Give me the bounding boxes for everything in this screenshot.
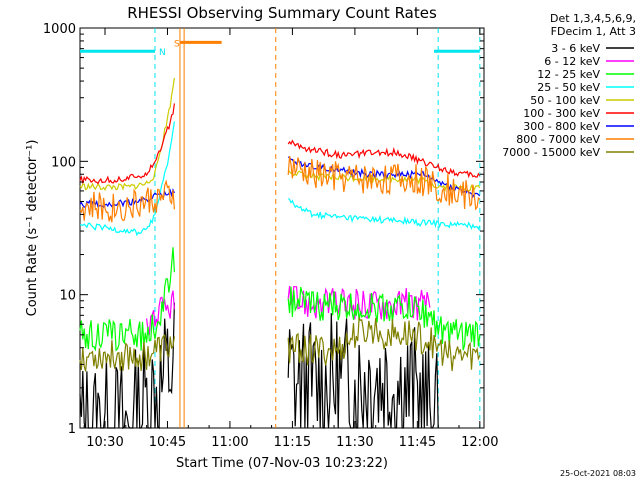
x-tick-label: 11:00 <box>211 435 248 450</box>
y-tick-label: 1 <box>68 422 76 437</box>
bands-layer: NS <box>80 39 480 58</box>
series-line <box>287 313 439 430</box>
series-line <box>79 247 175 352</box>
series-line <box>287 285 431 321</box>
series-line <box>287 198 481 231</box>
y-tick-label: 100 <box>51 155 76 170</box>
legend-entry-label: 12 - 25 keV <box>537 68 600 81</box>
y-tick-label: 1000 <box>43 22 76 37</box>
footer-timestamp: 25-Oct-2021 08:03 <box>560 469 636 478</box>
series-line <box>79 302 175 430</box>
series-line <box>79 179 175 223</box>
y-tick-label: 10 <box>59 289 76 304</box>
axes-layer: 10:30 10:45 11:00 11:15 11:30 11:45 12:00 1 10 10… <box>43 22 499 450</box>
series-line <box>287 316 481 372</box>
series-line <box>79 103 175 185</box>
chart-title: RHESSI Observing Summary Count Rates <box>127 4 437 22</box>
x-axis-label: Start Time (07-Nov-03 10:23:22) <box>176 456 388 471</box>
series-line <box>146 290 175 336</box>
legend: Det 1,3,4,5,6,9,FDecim 1, Att 3 3 - 6 keV… <box>502 12 636 159</box>
legend-entry-label: 7000 - 15000 keV <box>502 146 600 159</box>
legend-entry-label: 300 - 800 keV <box>523 120 600 133</box>
x-tick-label: 10:45 <box>149 435 186 450</box>
x-tick-label: 12:00 <box>461 435 498 450</box>
series-layer <box>79 77 481 430</box>
series-line <box>79 121 175 237</box>
legend-header: FDecim 1, Att 3 <box>551 25 636 38</box>
series-line <box>287 286 481 351</box>
legend-entry-label: 3 - 6 keV <box>551 42 600 55</box>
x-tick-label: 10:30 <box>86 435 123 450</box>
markers-layer <box>154 28 481 428</box>
x-tick-label: 11:30 <box>336 435 373 450</box>
series-line <box>79 77 175 192</box>
series-line <box>287 155 481 211</box>
y-axis-label: Count Rate (s⁻¹ detector⁻¹) <box>25 140 40 317</box>
band-label: N <box>159 48 166 58</box>
band-label: S <box>174 39 180 49</box>
series-line <box>287 139 481 179</box>
legend-entry-label: 25 - 50 keV <box>537 81 600 94</box>
legend-entry-label: 50 - 100 keV <box>530 94 600 107</box>
legend-entry-label: 800 - 7000 keV <box>516 133 600 146</box>
x-tick-label: 11:15 <box>274 435 311 450</box>
legend-header: Det 1,3,4,5,6,9, <box>550 12 636 25</box>
series-line <box>79 334 175 372</box>
legend-entry-label: 6 - 12 keV <box>544 55 600 68</box>
x-tick-label: 11:45 <box>399 435 436 450</box>
legend-entry-label: 100 - 300 keV <box>523 107 600 120</box>
